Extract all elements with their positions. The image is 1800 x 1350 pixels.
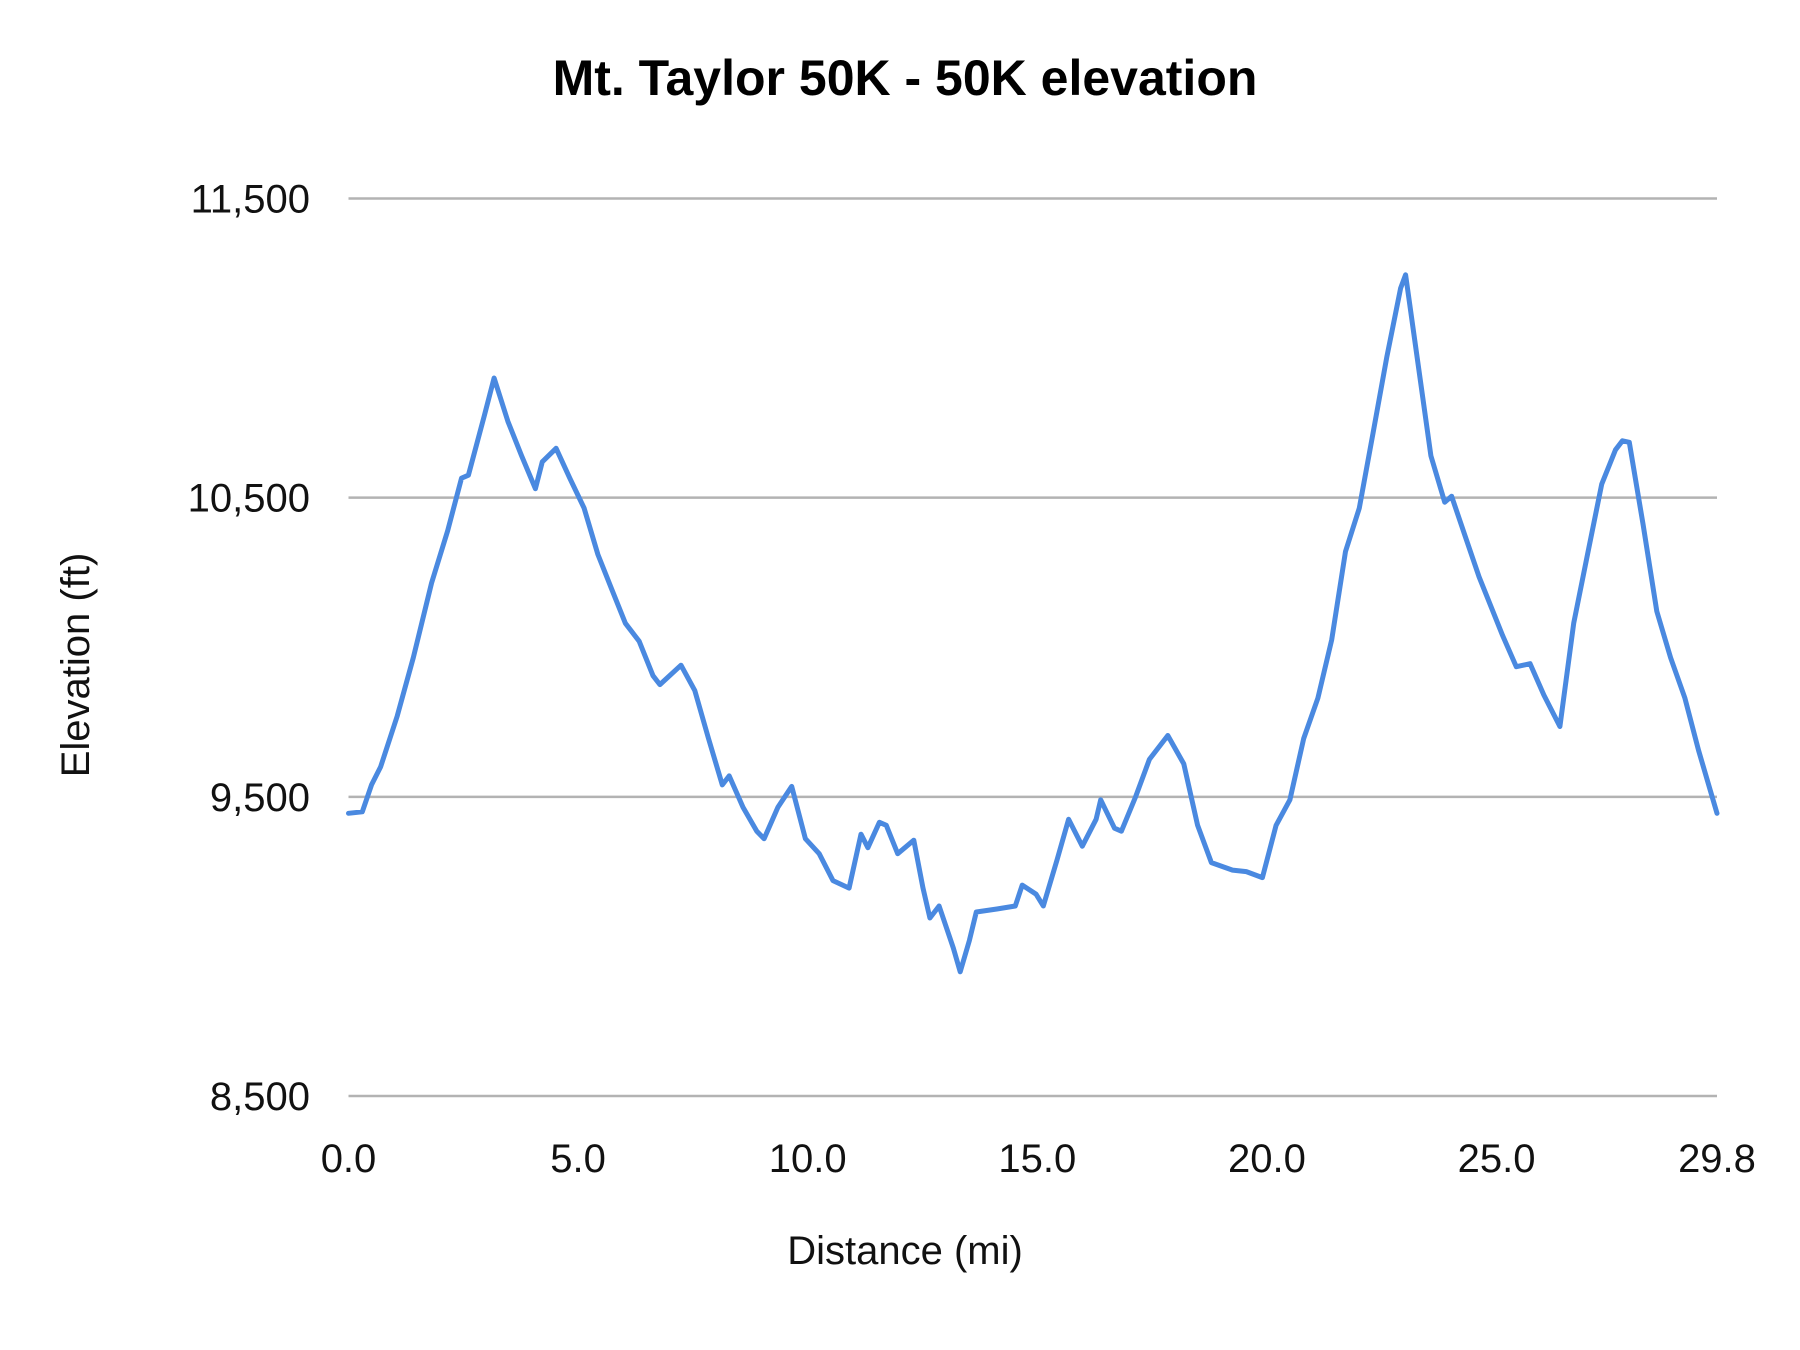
x-tick-label: 25.0	[1458, 1137, 1536, 1181]
x-tick-label: 10.0	[769, 1137, 847, 1181]
gridlines	[348, 197, 1717, 1098]
y-tick-label: 8,500	[210, 1075, 310, 1119]
x-tick-label: 5.0	[550, 1137, 606, 1181]
series-layer	[346, 272, 1720, 975]
x-tick-label: 20.0	[1228, 1137, 1306, 1181]
y-axis-ticks: 11,500 10,500 9,500 8,500	[188, 178, 310, 1120]
x-tick-label: 0.0	[321, 1137, 377, 1181]
y-tick-label: 11,500	[191, 178, 310, 222]
y-tick-label: 10,500	[188, 477, 310, 521]
chart-title: Mt. Taylor 50K - 50K elevation	[553, 50, 1258, 106]
x-tick-label: 15.0	[998, 1137, 1076, 1181]
x-axis-ticks: 0.0 5.0 10.0 15.0 20.0 25.0 29.8	[321, 1137, 1756, 1181]
elevation-line	[346, 272, 1720, 975]
y-axis-title: Elevation (ft)	[54, 553, 98, 778]
x-tick-label: 29.8	[1678, 1137, 1756, 1181]
x-axis-title: Distance (mi)	[787, 1229, 1023, 1273]
y-tick-label: 9,500	[210, 776, 310, 820]
